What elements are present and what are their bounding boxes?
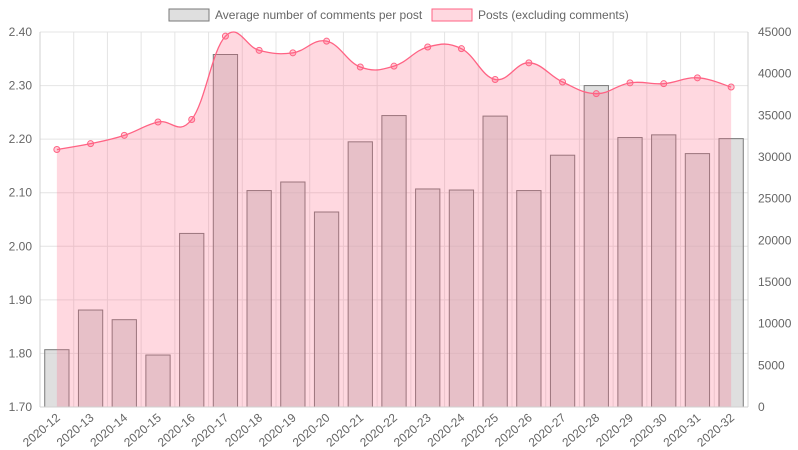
y-right-tick-label: 15000 [758,275,792,289]
point-posts-2020-21 [356,63,364,71]
point-posts-2020-32 [727,83,735,91]
area-posts [53,31,735,407]
bar-2020-22 [381,115,407,408]
bar-2020-30 [651,134,677,408]
y-left-tick-label: 1.80 [9,346,33,360]
bar-2020-12 [44,349,70,408]
y-left-tick-label: 2.00 [9,239,33,253]
y-right-tick-label: 10000 [758,317,792,331]
legend: Average number of comments per post Posts… [168,8,629,22]
y-left-tick-label: 1.70 [9,400,33,414]
legend-label: Posts (excluding comments) [478,8,629,22]
y-right-tick-label: 5000 [758,358,785,372]
bar-2020-15 [145,354,171,408]
y-right-tick-label: 35000 [758,108,792,122]
point-posts-2020-24 [457,45,465,53]
legend-item-comments[interactable]: Average number of comments per post [168,8,423,22]
point-posts-2020-29 [626,79,634,87]
x-tick-label: 2020-32 [694,410,737,449]
legend-label: Average number of comments per post [215,8,423,22]
y-left-tick-label: 2.30 [9,79,33,93]
y-left-tick-label: 2.10 [9,186,33,200]
point-posts-2020-15 [154,118,162,126]
point-posts-2020-18 [255,46,263,54]
bar-2020-29 [617,137,643,408]
y-right-tick-label: 20000 [758,233,792,247]
point-posts-2020-19 [289,49,297,57]
point-posts-2020-13 [87,140,95,148]
bar-2020-24 [448,189,475,408]
y-left-tick-label: 1.90 [9,293,33,307]
y-right-tick-label: 0 [758,400,765,414]
legend-swatch [431,8,473,22]
point-posts-2020-26 [525,59,533,67]
point-posts-2020-12 [53,146,61,153]
point-posts-2020-23 [424,43,432,51]
bar-2020-32 [718,138,744,408]
point-posts-2020-28 [592,90,600,98]
y-left-tick-label: 2.40 [9,25,33,39]
point-posts-2020-27 [559,78,567,86]
y-right-tick-label: 40000 [758,67,792,81]
bar-2020-20 [313,211,340,408]
grid [39,31,749,408]
point-posts-2020-20 [323,37,331,45]
point-posts-2020-14 [120,131,128,139]
y-right-tick-label: 25000 [758,192,792,206]
legend-item-posts[interactable]: Posts (excluding comments) [431,8,629,22]
bar-2020-31 [684,153,711,408]
bars-comments-per-post [44,54,744,408]
point-posts-2020-22 [390,62,398,70]
bar-2020-19 [280,181,306,408]
bar-2020-13 [77,309,104,408]
point-posts-2020-31 [693,74,701,82]
y-right-tick-label: 45000 [758,25,792,39]
y-right-tick-label: 30000 [758,150,792,164]
bar-2020-17 [212,54,239,408]
bar-2020-14 [111,319,137,408]
bar-2020-27 [549,154,576,408]
point-posts-2020-25 [491,76,499,83]
bar-2020-23 [415,188,441,408]
point-posts-2020-30 [660,80,668,88]
point-posts-2020-16 [188,116,196,123]
line-posts [56,31,732,151]
legend-swatch [168,8,210,22]
y-left-tick-label: 2.20 [9,132,33,146]
area-fill-posts [56,31,732,407]
bar-2020-25 [482,115,508,408]
bar-2020-16 [179,232,205,408]
point-posts-2020-17 [221,32,229,40]
bar-2020-28 [583,85,609,408]
bar-2020-21 [347,141,373,408]
